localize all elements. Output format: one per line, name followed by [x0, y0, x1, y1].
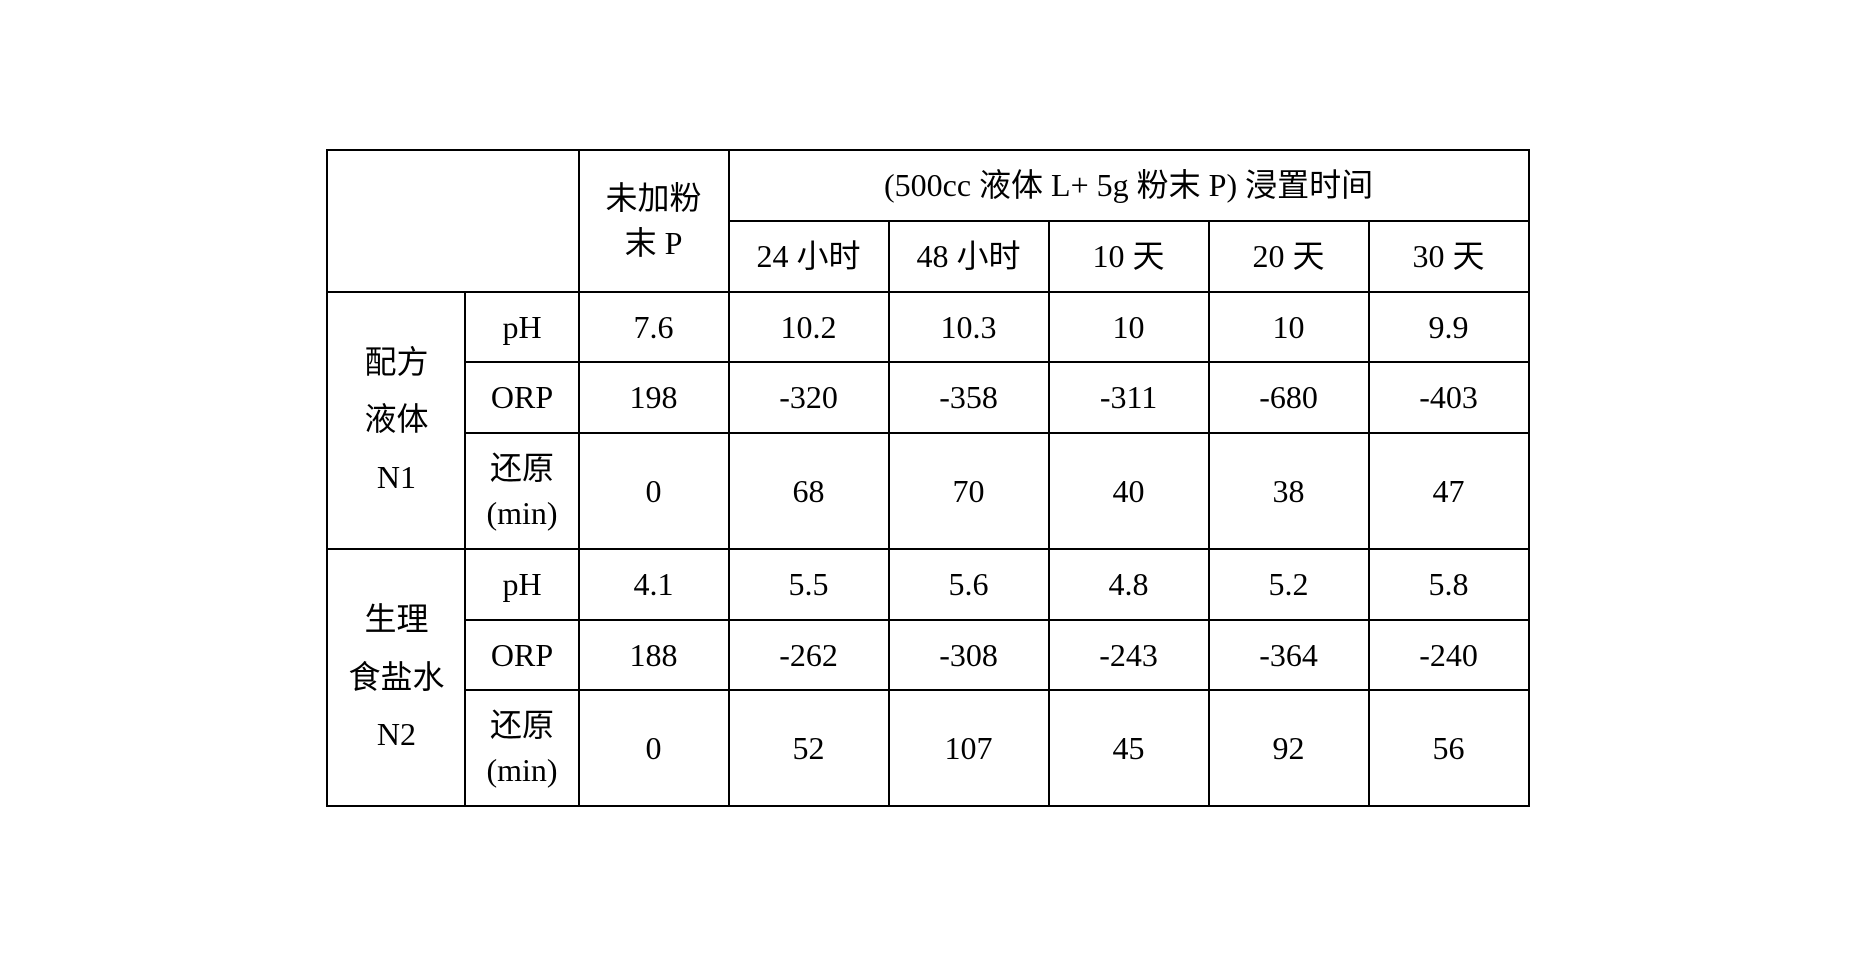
time-col-4: 30 天 [1369, 221, 1529, 292]
no-powder-header: 未加粉末 P [579, 150, 729, 292]
table-row: 还原(min) 0 68 70 40 38 47 [327, 433, 1528, 549]
metric-label: ORP [465, 362, 578, 433]
table-row: ORP 198 -320 -358 -311 -680 -403 [327, 362, 1528, 433]
data-cell: 40 [1049, 433, 1209, 549]
data-cell: 5.6 [889, 549, 1049, 620]
data-cell: 188 [579, 620, 729, 691]
row-group-label-1: 生理食盐水N2 [327, 549, 465, 806]
data-cell: 5.8 [1369, 549, 1529, 620]
data-cell: 56 [1369, 690, 1529, 806]
metric-label: 还原(min) [465, 433, 578, 549]
table-row: 还原(min) 0 52 107 45 92 56 [327, 690, 1528, 806]
data-cell: -262 [729, 620, 889, 691]
data-cell: 0 [579, 433, 729, 549]
data-cell: 4.8 [1049, 549, 1209, 620]
data-cell: 10.2 [729, 292, 889, 363]
metric-label: pH [465, 292, 578, 363]
data-cell: 5.2 [1209, 549, 1369, 620]
data-cell: -308 [889, 620, 1049, 691]
metric-label: 还原(min) [465, 690, 578, 806]
data-cell: 10 [1209, 292, 1369, 363]
data-cell: 47 [1369, 433, 1529, 549]
metric-label: pH [465, 549, 578, 620]
metric-label: ORP [465, 620, 578, 691]
data-cell: 198 [579, 362, 729, 433]
row-group-label-0: 配方液体N1 [327, 292, 465, 549]
immersion-time-header: (500cc 液体 L+ 5g 粉末 P) 浸置时间 [729, 150, 1529, 221]
data-cell: 7.6 [579, 292, 729, 363]
table-row: 配方液体N1 pH 7.6 10.2 10.3 10 10 9.9 [327, 292, 1528, 363]
corner-cell [327, 150, 578, 292]
table-row: ORP 188 -262 -308 -243 -364 -240 [327, 620, 1528, 691]
data-cell: 52 [729, 690, 889, 806]
data-cell: 92 [1209, 690, 1369, 806]
time-col-1: 48 小时 [889, 221, 1049, 292]
table-row: 生理食盐水N2 pH 4.1 5.5 5.6 4.8 5.2 5.8 [327, 549, 1528, 620]
time-col-3: 20 天 [1209, 221, 1369, 292]
data-cell: 4.1 [579, 549, 729, 620]
data-cell: -364 [1209, 620, 1369, 691]
data-cell: 9.9 [1369, 292, 1529, 363]
data-table: 未加粉末 P (500cc 液体 L+ 5g 粉末 P) 浸置时间 24 小时 … [326, 149, 1529, 807]
data-cell: 5.5 [729, 549, 889, 620]
data-cell: 38 [1209, 433, 1369, 549]
data-cell: 107 [889, 690, 1049, 806]
data-cell: 70 [889, 433, 1049, 549]
data-cell: -320 [729, 362, 889, 433]
data-cell: -680 [1209, 362, 1369, 433]
time-col-0: 24 小时 [729, 221, 889, 292]
data-cell: 10 [1049, 292, 1209, 363]
data-cell: -358 [889, 362, 1049, 433]
data-cell: 10.3 [889, 292, 1049, 363]
data-cell: -311 [1049, 362, 1209, 433]
data-cell: -403 [1369, 362, 1529, 433]
data-cell: 45 [1049, 690, 1209, 806]
time-col-2: 10 天 [1049, 221, 1209, 292]
data-cell: -240 [1369, 620, 1529, 691]
data-cell: -243 [1049, 620, 1209, 691]
data-cell: 68 [729, 433, 889, 549]
header-row-1: 未加粉末 P (500cc 液体 L+ 5g 粉末 P) 浸置时间 [327, 150, 1528, 221]
data-cell: 0 [579, 690, 729, 806]
